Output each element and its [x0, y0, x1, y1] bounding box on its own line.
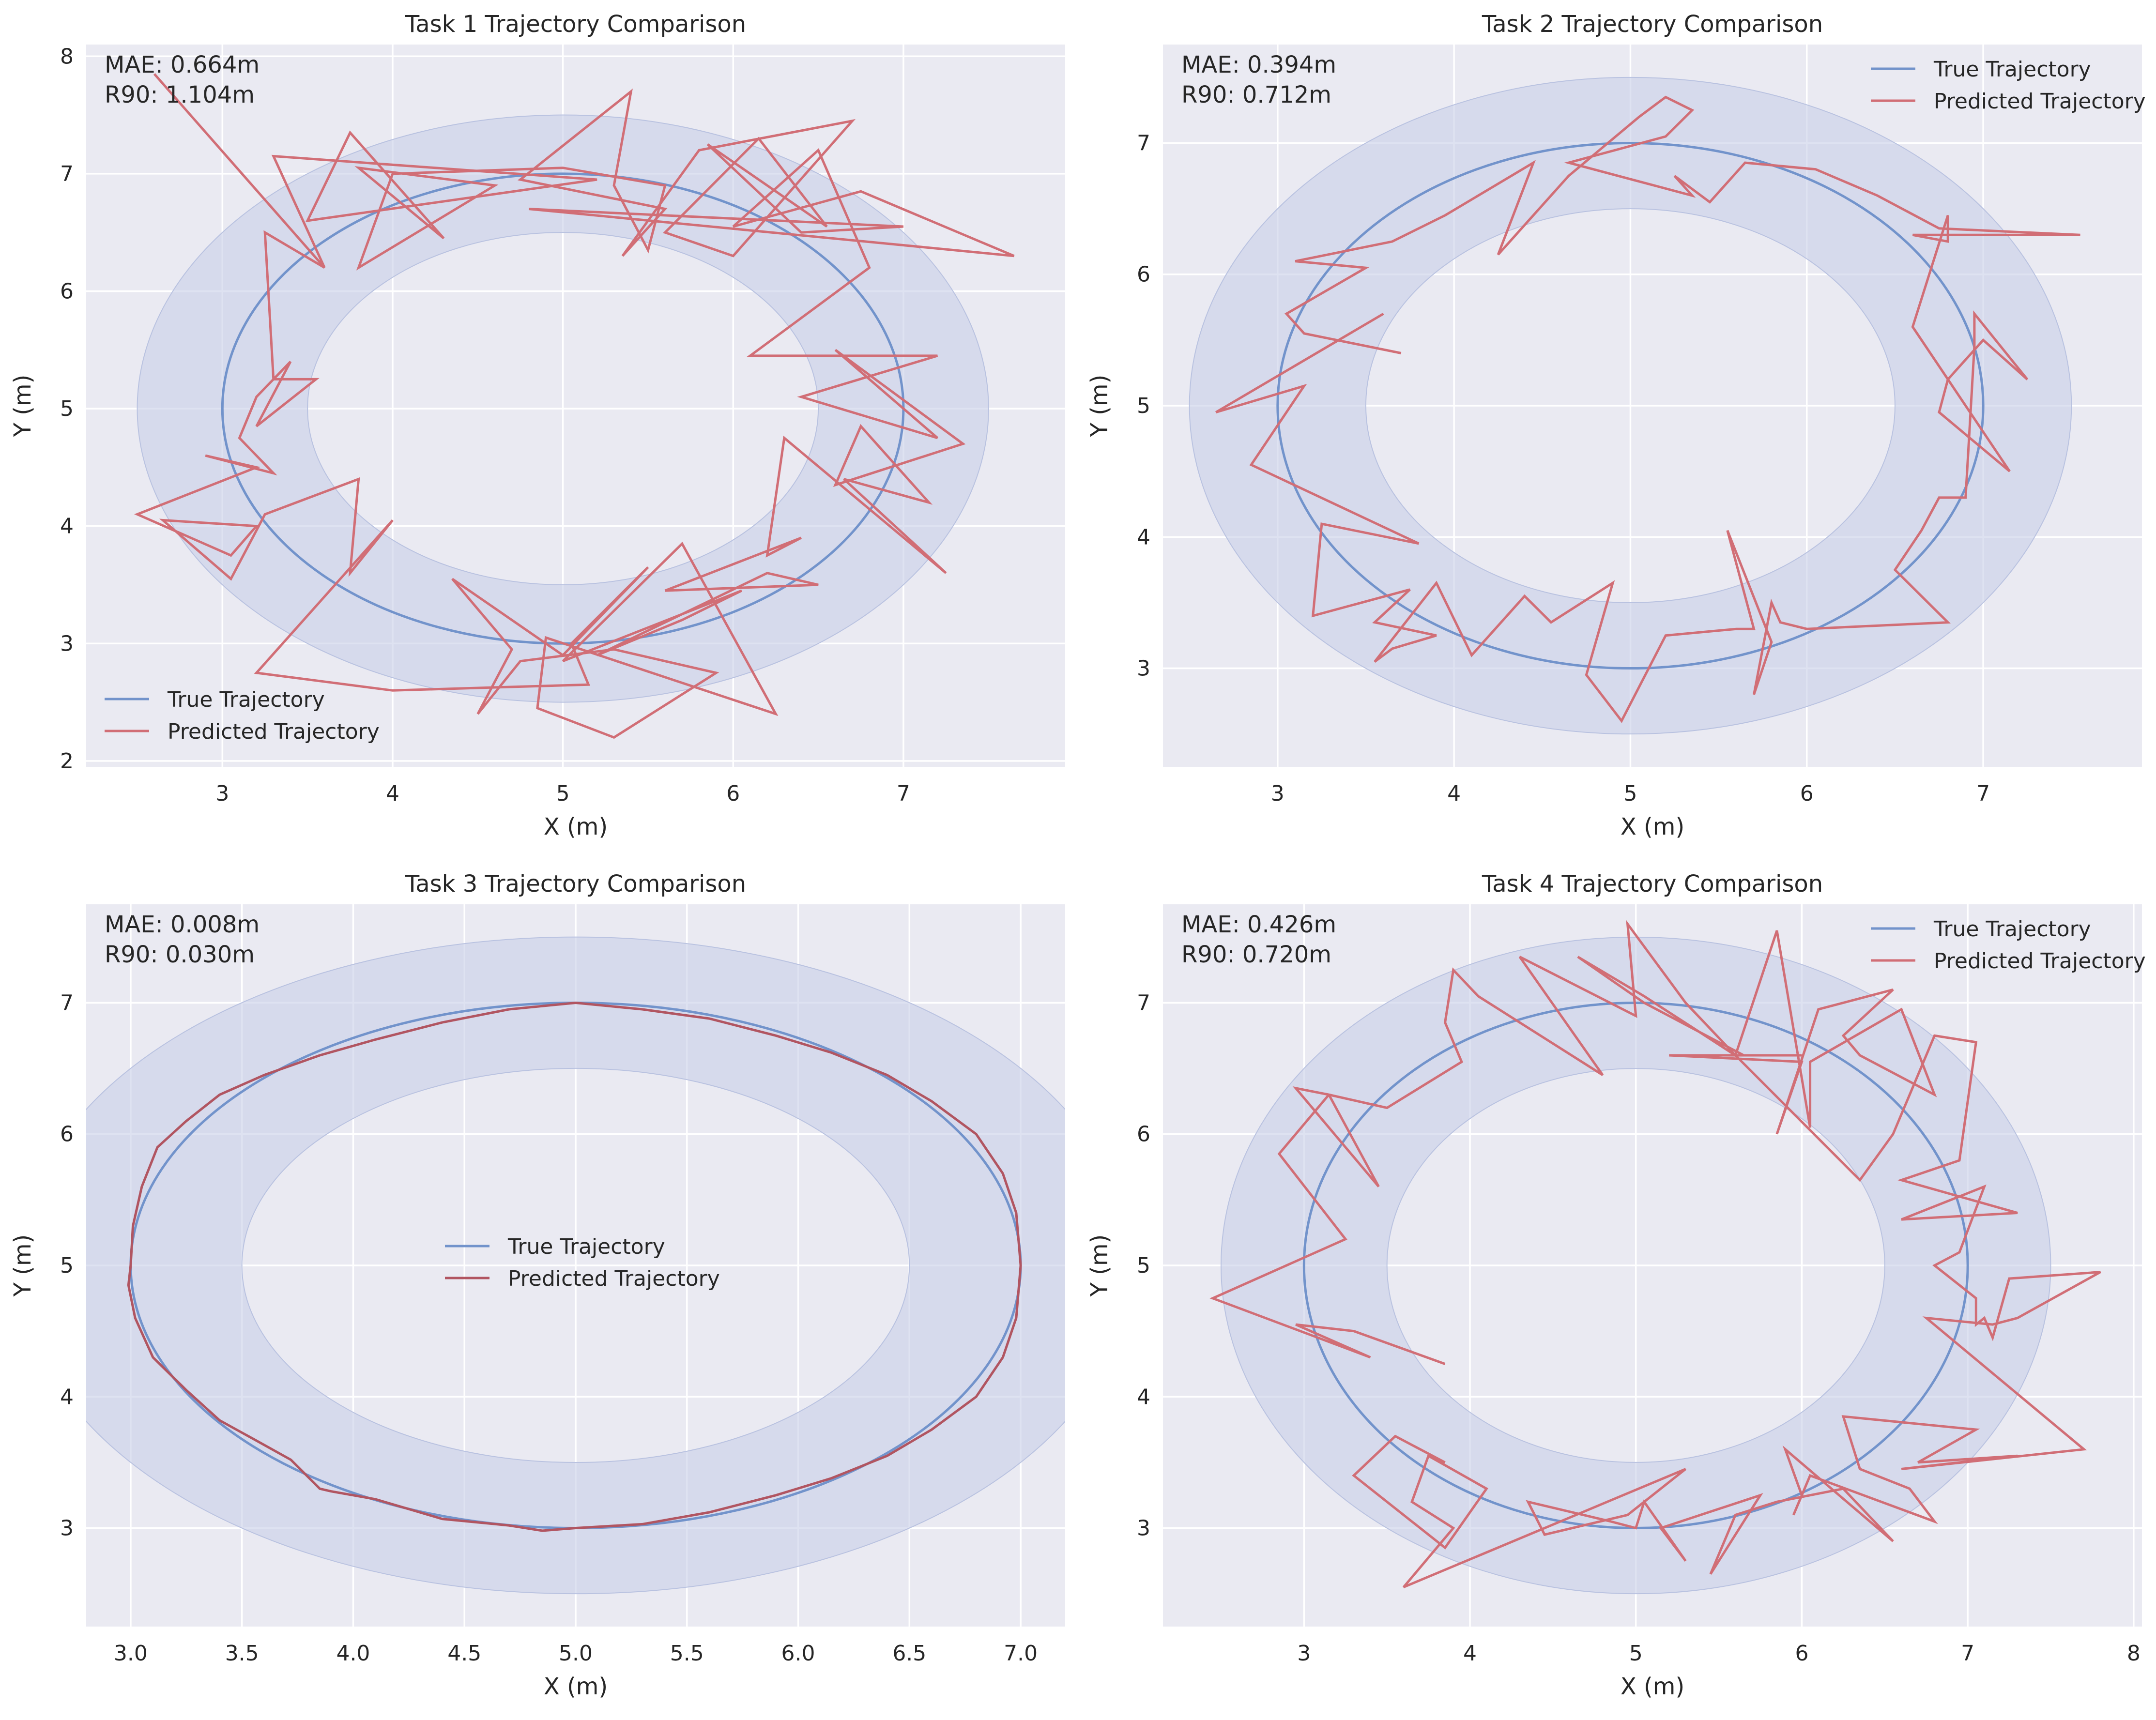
y-tick-label: 7 [1137, 990, 1150, 1015]
predicted-trajectory-line [134, 73, 1015, 739]
legend-predicted-label: Predicted Trajectory [508, 1266, 720, 1291]
true-trajectory-line [1276, 141, 1985, 670]
subplot-2: 3 4 5 6 7 3 4 5 6 7 X (m) Y (m) Task 2 Trajectory Co… [1086, 11, 2146, 840]
subplot-title: Task 4 Trajectory Comparison [1482, 870, 1823, 898]
r90-annotation: R90: 0.720m [1181, 941, 1331, 968]
y-tick-label: 6 [1137, 1122, 1150, 1147]
plot-content [1190, 77, 2080, 734]
legend-true-label: True Trajectory [1933, 917, 2091, 942]
subplot-1: 3 4 5 6 7 2 3 4 5 6 7 8 X (m) Y (m) Task 1 Trajectory … [9, 11, 1065, 840]
x-axis-label: X (m) [1621, 1673, 1684, 1700]
x-tick-label: 3.0 [114, 1641, 148, 1666]
r90-annotation: R90: 0.030m [105, 941, 255, 968]
y-tick-label: 7 [60, 162, 74, 186]
predicted-trajectory-line [1209, 920, 2101, 1588]
subplot-title: Task 3 Trajectory Comparison [405, 870, 746, 898]
y-tick-label: 6 [60, 1122, 74, 1147]
x-tick-label: 5 [1623, 781, 1637, 806]
y-tick-label: 2 [60, 749, 74, 774]
plot-content [134, 73, 1015, 739]
x-tick-label: 4 [1463, 1641, 1477, 1666]
y-tick-label: 5 [1137, 1253, 1150, 1278]
plot-content [86, 936, 1065, 1595]
subplot-title: Task 2 Trajectory Comparison [1482, 11, 1823, 38]
predicted-trajectory-line [127, 1001, 1022, 1532]
x-tick-label: 5.0 [559, 1641, 593, 1666]
x-tick-label: 3.5 [225, 1641, 259, 1666]
subplot-title: Task 1 Trajectory Comparison [405, 11, 746, 38]
y-tick-label: 7 [60, 990, 74, 1015]
legend-predicted-label: Predicted Trajectory [1934, 89, 2146, 114]
x-tick-label: 6 [726, 781, 740, 806]
x-tick-label: 3 [215, 781, 229, 806]
uncertainty-band [1220, 936, 2051, 1595]
legend-true-label: True Trajectory [167, 687, 325, 712]
y-tick-label: 6 [60, 279, 74, 304]
x-tick-label: 3 [1271, 781, 1284, 806]
y-tick-label: 4 [1137, 1385, 1150, 1409]
y-tick-label: 3 [60, 631, 74, 656]
r90-annotation: R90: 0.712m [1181, 81, 1331, 108]
y-tick-label: 5 [60, 396, 74, 421]
y-axis-label: Y (m) [9, 1234, 36, 1297]
y-tick-label: 4 [1137, 525, 1150, 549]
y-tick-label: 3 [1137, 656, 1150, 681]
x-tick-label: 6.5 [892, 1641, 926, 1666]
x-tick-label: 7.0 [1004, 1641, 1038, 1666]
x-tick-label: 4 [1447, 781, 1461, 806]
x-tick-label: 7 [897, 781, 910, 806]
legend: True Trajectory Predicted Trajectory [1871, 57, 2146, 114]
legend-true-label: True Trajectory [507, 1234, 665, 1259]
mae-annotation: MAE: 0.426m [1181, 911, 1336, 938]
y-tick-label: 8 [60, 44, 74, 69]
mae-annotation: MAE: 0.664m [105, 51, 260, 78]
y-tick-label: 3 [1137, 1516, 1150, 1541]
legend: True Trajectory Predicted Trajectory [445, 1234, 720, 1291]
y-axis-label: Y (m) [9, 375, 36, 438]
y-axis-label: Y (m) [1086, 375, 1113, 438]
predicted-trajectory-line [1215, 95, 2080, 723]
legend-predicted-label: Predicted Trajectory [168, 719, 380, 744]
mae-annotation: MAE: 0.008m [105, 911, 260, 938]
x-tick-label: 7 [1961, 1641, 1974, 1666]
y-tick-label: 4 [60, 514, 74, 539]
x-tick-label: 5.5 [670, 1641, 704, 1666]
legend-predicted-label: Predicted Trajectory [1934, 949, 2146, 974]
plot-content [1209, 920, 2101, 1595]
x-tick-label: 8 [2127, 1641, 2141, 1666]
x-tick-label: 4 [386, 781, 399, 806]
uncertainty-band [1190, 77, 2072, 734]
x-tick-label: 5 [556, 781, 570, 806]
x-axis-label: X (m) [544, 1673, 608, 1700]
r90-annotation: R90: 1.104m [105, 81, 255, 108]
x-tick-label: 4.5 [447, 1641, 481, 1666]
y-tick-label: 4 [60, 1385, 74, 1409]
y-tick-label: 5 [1137, 394, 1150, 418]
y-tick-label: 3 [60, 1516, 74, 1541]
x-tick-label: 5 [1629, 1641, 1643, 1666]
y-tick-label: 6 [1137, 262, 1150, 287]
x-tick-label: 3 [1297, 1641, 1311, 1666]
y-axis-label: Y (m) [1086, 1234, 1113, 1297]
x-axis-label: X (m) [544, 813, 608, 840]
x-tick-label: 6.0 [781, 1641, 815, 1666]
subplot-4: 3 4 5 6 7 8 3 4 5 6 7 X (m) Y (m) Task 4 Trajectory C… [1086, 870, 2146, 1700]
uncertainty-band [86, 936, 1065, 1595]
y-tick-label: 7 [1137, 131, 1150, 155]
legend: True Trajectory Predicted Trajectory [105, 687, 380, 744]
x-tick-label: 7 [1976, 781, 1990, 806]
legend-true-label: True Trajectory [1933, 57, 2091, 82]
subplot-3: 3.0 3.5 4.0 4.5 5.0 5.5 6.0 6.5 7.0 3 4 5 6 7 X (m) Y (… [9, 870, 1065, 1700]
uncertainty-band [137, 114, 989, 703]
y-tick-label: 5 [60, 1253, 74, 1278]
x-tick-label: 6 [1795, 1641, 1808, 1666]
legend: True Trajectory Predicted Trajectory [1871, 917, 2146, 974]
x-axis-label: X (m) [1621, 813, 1684, 840]
x-tick-label: 6 [1800, 781, 1814, 806]
x-tick-label: 4.0 [336, 1641, 370, 1666]
mae-annotation: MAE: 0.394m [1181, 51, 1336, 78]
